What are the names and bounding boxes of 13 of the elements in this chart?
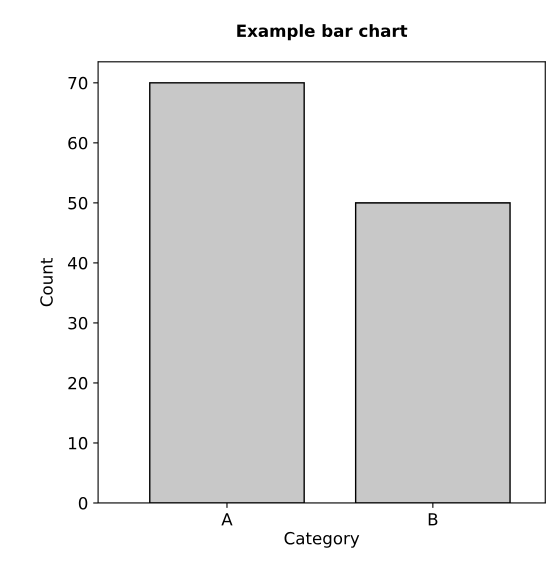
y-tick-label: 60 [68,136,88,150]
y-tick-label: 50 [68,196,88,210]
y-tick-label: 0 [78,496,88,510]
y-tick-label: 40 [68,256,88,270]
y-tick-label: 30 [68,316,88,330]
chart-title: Example bar chart [237,24,408,40]
x-axis-title: Category [284,532,360,548]
y-tick-label: 10 [68,436,88,450]
x-tick-label: A [221,513,233,526]
y-axis-title: Count [40,258,53,306]
x-tick-label: B [428,513,438,526]
y-tick-label: 20 [68,376,88,390]
y-tick-label: 70 [68,76,88,90]
